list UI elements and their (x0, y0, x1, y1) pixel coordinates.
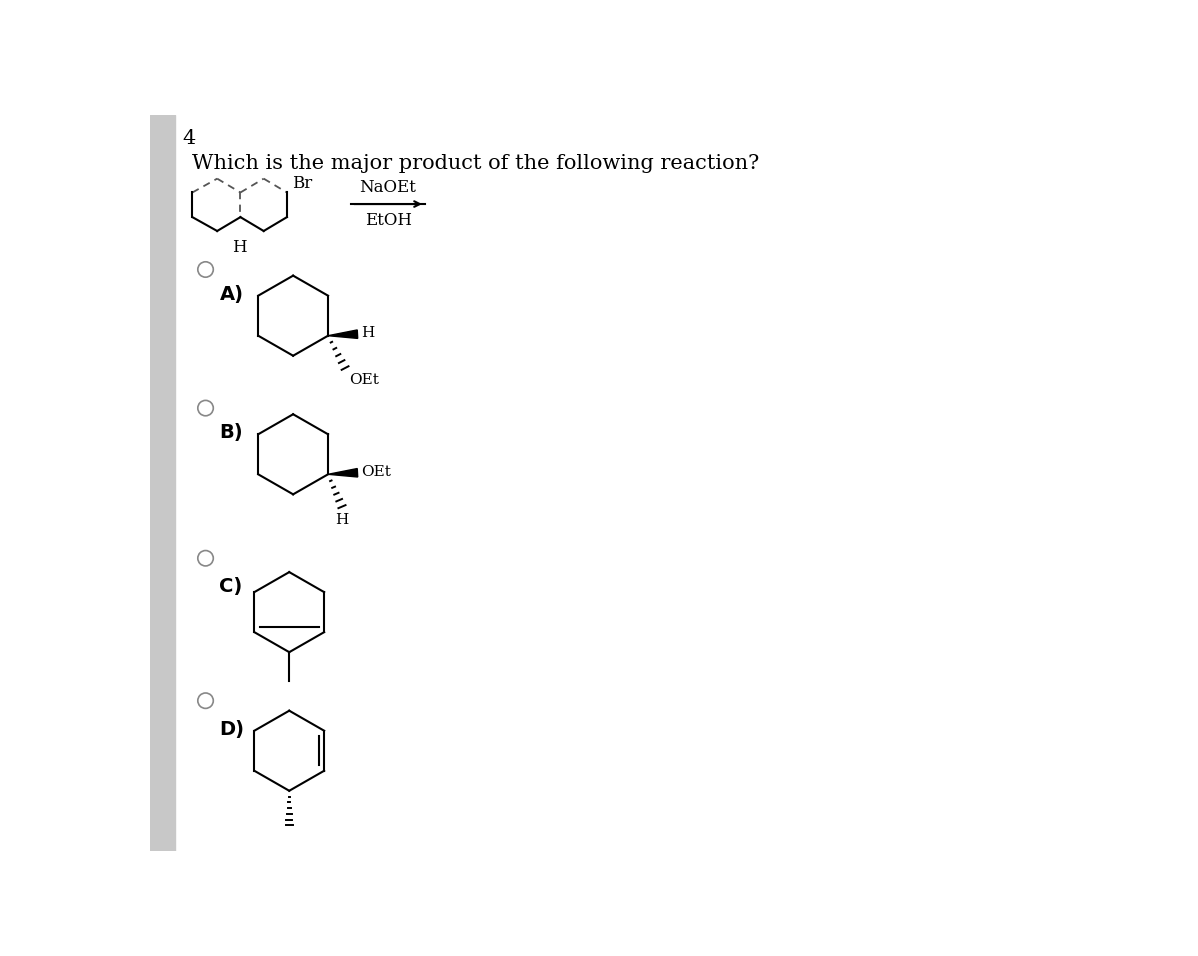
Polygon shape (328, 468, 358, 477)
Text: OEt: OEt (349, 373, 379, 386)
Text: H: H (362, 326, 375, 340)
Text: NaOEt: NaOEt (359, 180, 417, 196)
Text: Br: Br (291, 175, 311, 192)
Bar (150, 115, 175, 851)
Text: EtOH: EtOH (364, 211, 412, 228)
Text: H: H (335, 512, 349, 527)
Text: C): C) (219, 577, 243, 597)
Text: H: H (231, 239, 246, 256)
Text: 4: 4 (182, 128, 195, 147)
Text: OEt: OEt (362, 465, 392, 479)
Text: Which is the major product of the following reaction?: Which is the major product of the follow… (193, 154, 760, 173)
Text: B): B) (219, 424, 243, 443)
Text: D): D) (219, 720, 244, 739)
Polygon shape (328, 330, 358, 338)
Text: A): A) (219, 285, 243, 304)
